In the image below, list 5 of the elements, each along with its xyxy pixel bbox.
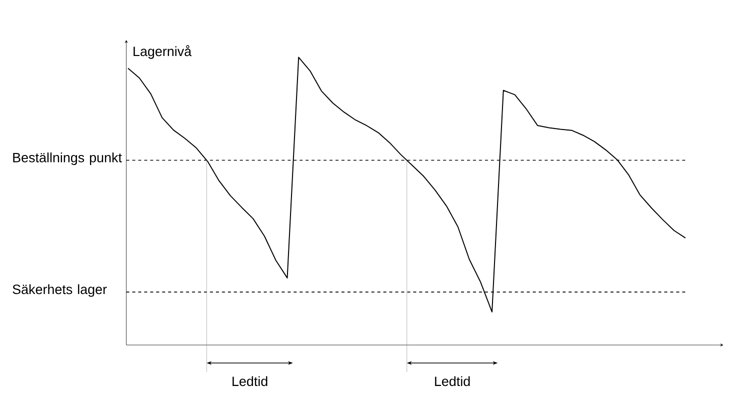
y-axis-title: Lagernivå [134, 45, 192, 59]
text: Ledtid [232, 376, 268, 386]
ref-line-label: Beställnings punkt [13, 152, 122, 166]
ref-line-label: Säkerhets lager [12, 284, 107, 297]
text: Ledtid [435, 376, 470, 386]
